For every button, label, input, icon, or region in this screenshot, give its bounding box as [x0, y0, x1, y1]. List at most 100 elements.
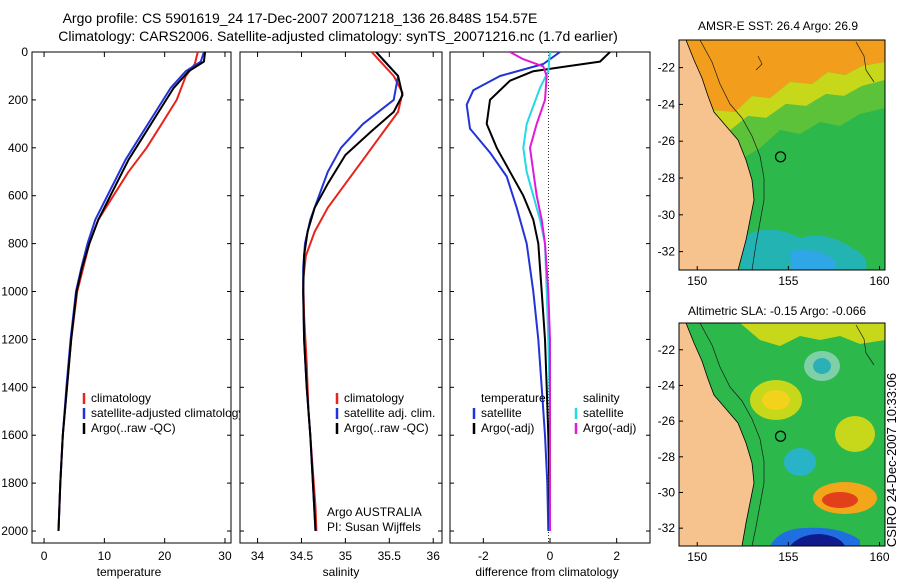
- x-tick-label: 30: [218, 549, 232, 563]
- sst-cool-blob-2: [790, 250, 836, 270]
- map-y-tick-label: -22: [658, 61, 676, 75]
- sst-reef-contour: [755, 55, 763, 71]
- y-tick-label: 0: [21, 45, 28, 59]
- map-y-tick-label: -22: [658, 343, 676, 357]
- sla-island-contour: [855, 324, 875, 366]
- map-y-tick-label: -24: [658, 97, 676, 111]
- legend-group-title: salinity: [583, 391, 620, 405]
- x-tick-label: 20: [158, 549, 172, 563]
- salinity-lines: [302, 52, 404, 532]
- series-line: [465, 52, 561, 532]
- map-y-tick-label: -26: [658, 134, 676, 148]
- x-tick-label: 34: [251, 549, 265, 563]
- credit-line-1: Argo AUSTRALIA: [327, 505, 422, 519]
- y-tick-label: 800: [8, 237, 28, 251]
- x-tick-label: 2: [613, 549, 620, 563]
- map-x-tick-label: 150: [687, 274, 707, 288]
- series-line: [509, 52, 551, 531]
- sst-map-ticks: 150 155 160 -22 -24 -26 -28 -30 -32: [658, 61, 890, 288]
- difference-legend: temperature salinitysatelliteArgo(-adj)sa…: [472, 391, 636, 435]
- difference-lines: [465, 52, 611, 532]
- y-tick-label: 200: [8, 93, 28, 107]
- sst-cool-blob-1: [740, 229, 867, 270]
- sla-map-panel: Altimetric SLA: -0.15 Argo: -0.066 150 15…: [658, 304, 890, 564]
- temperature-xlabel: temperature: [97, 565, 162, 579]
- y-tick-label: 1000: [1, 285, 28, 299]
- y-tick-label: 2000: [1, 524, 28, 538]
- legend-label: Argo(-adj): [481, 421, 534, 435]
- y-tick-label: 1200: [1, 332, 28, 346]
- sla-land: [679, 323, 755, 546]
- map-x-tick-label: 150: [687, 550, 707, 564]
- x-tick-label: 35: [339, 549, 353, 563]
- sla-yellow-band: [740, 323, 885, 346]
- x-tick-label: 0: [547, 549, 554, 563]
- legend-label: climatology: [91, 391, 151, 405]
- credit-line-2: PI: Susan Wijffels: [327, 520, 421, 534]
- series-line: [302, 52, 404, 532]
- difference-panel: -2 0 2 difference from climatology tempera…: [449, 51, 651, 579]
- x-tick-label: -2: [478, 549, 489, 563]
- series-line: [485, 52, 611, 532]
- x-tick-label: 0: [41, 549, 48, 563]
- y-tick-label: 1800: [1, 476, 28, 490]
- sst-shelf-contour: [699, 40, 765, 270]
- map-y-tick-label: -28: [658, 450, 676, 464]
- y-tick-label: 600: [8, 189, 28, 203]
- map-y-tick-label: -30: [658, 208, 676, 222]
- sla-cold-eddy-core: [790, 534, 845, 546]
- map-y-tick-label: -30: [658, 485, 676, 499]
- sla-warm-eddy-3-core: [822, 492, 858, 508]
- legend-label: satellite: [583, 406, 624, 420]
- map-y-tick-label: -28: [658, 171, 676, 185]
- sla-cool-eddy-2: [784, 448, 816, 476]
- sst-map-title: AMSR-E SST: 26.4 Argo: 26.9: [698, 19, 858, 33]
- sst-warm-region: [679, 40, 885, 132]
- sla-cool-eddy-1-core: [813, 358, 831, 374]
- figure-title-line-1: Argo profile: CS 5901619_24 17-Dec-2007 …: [63, 10, 538, 26]
- sst-island-contour: [855, 41, 875, 83]
- map-x-tick-label: 160: [870, 550, 890, 564]
- figure-title-line-2: Climatology: CARS2006. Satellite-adjuste…: [58, 28, 618, 44]
- series-line: [522, 52, 551, 531]
- legend-label: satellite-adjusted climatology: [91, 406, 244, 420]
- sst-map-panel: AMSR-E SST: 26.4 Argo: 26.9 150 155 160 -22…: [658, 19, 890, 288]
- sla-map-title: Altimetric SLA: -0.15 Argo: -0.066: [688, 304, 866, 318]
- x-tick-label: 34.5: [290, 549, 314, 563]
- map-y-tick-label: -24: [658, 378, 676, 392]
- sla-shelf-contour: [699, 323, 765, 546]
- legend-label: Argo(..raw -QC): [344, 421, 429, 435]
- sst-map-frame: [678, 39, 886, 271]
- sst-land: [679, 40, 755, 270]
- legend-group-title: temperature: [481, 391, 546, 405]
- temperature-axis-ticks: 0 10 20 30 0 200 400 600 800 1000 1200 1400 1600 1800…: [1, 45, 232, 563]
- map-x-tick-label: 155: [778, 274, 798, 288]
- sla-warm-eddy-1-core: [762, 390, 790, 410]
- map-y-tick-label: -26: [658, 414, 676, 428]
- map-x-tick-label: 160: [870, 274, 890, 288]
- legend-label: satellite adj. clim.: [344, 406, 435, 420]
- map-y-tick-label: -32: [658, 245, 676, 259]
- salinity-xlabel: salinity: [323, 565, 360, 579]
- sla-map-ticks: 150 155 160 -22 -24 -26 -28 -30 -32: [658, 343, 890, 564]
- legend-label: Argo(-adj): [583, 421, 636, 435]
- y-tick-label: 1400: [1, 380, 28, 394]
- sla-float-marker: [774, 430, 787, 442]
- sla-warm-eddy-2: [835, 416, 875, 452]
- temperature-plot-frame: [31, 51, 232, 544]
- legend-label: satellite: [481, 406, 522, 420]
- difference-xlabel: difference from climatology: [475, 565, 618, 579]
- x-tick-label: 35.5: [378, 549, 402, 563]
- temperature-lines: [57, 52, 207, 532]
- map-x-tick-label: 155: [778, 550, 798, 564]
- map-y-tick-label: -32: [658, 521, 676, 535]
- salinity-panel: 34 34.5 35 35.5 36 salinity climatologysatel…: [239, 51, 443, 579]
- y-tick-label: 400: [8, 141, 28, 155]
- sst-yellow-band: [679, 62, 885, 152]
- salinity-axis-ticks: 34 34.5 35 35.5 36: [240, 51, 442, 563]
- x-tick-label: 10: [98, 549, 112, 563]
- x-tick-label: 36: [427, 549, 441, 563]
